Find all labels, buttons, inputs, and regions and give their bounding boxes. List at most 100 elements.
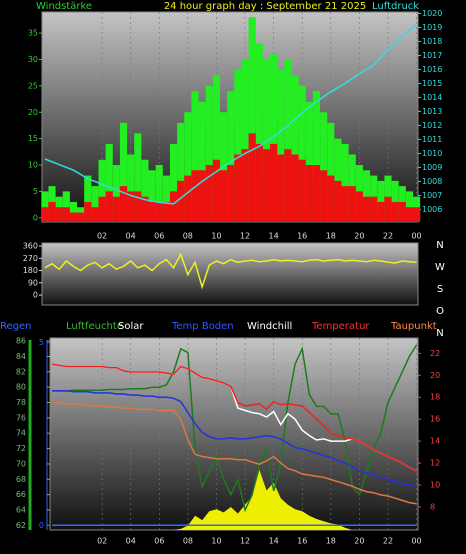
wind-bar	[227, 165, 235, 222]
y2-tick-label: 1010	[422, 149, 442, 158]
x-tick-label: 06	[154, 232, 164, 241]
x-tick-label: 14	[269, 537, 279, 546]
series-line	[51, 363, 417, 472]
y2-tick-label: 1012	[422, 121, 442, 130]
y-tick-label: 74	[16, 429, 26, 438]
wind-bar	[205, 165, 213, 222]
wind-bar	[119, 186, 128, 222]
wind-bar	[112, 196, 120, 222]
wind-bar	[84, 201, 92, 222]
wind-bar	[284, 149, 292, 222]
wind-bar	[284, 59, 292, 222]
x-tick-label: 04	[126, 537, 136, 546]
wind-bar	[277, 70, 285, 223]
legend-entry: Regen	[0, 321, 32, 332]
wind-bar	[134, 191, 142, 222]
y-tick-label: 0	[33, 213, 38, 222]
y2-tick-label: 10	[430, 481, 440, 490]
wind-bar	[41, 191, 49, 222]
wind-bar	[277, 154, 285, 222]
wind-bar	[341, 186, 349, 222]
legend-entry: Temp Boden	[171, 321, 234, 332]
wind-bar	[391, 180, 399, 222]
wind-bar	[141, 196, 149, 222]
y2-tick-label: 1011	[422, 135, 442, 144]
wind-bar	[69, 201, 78, 222]
compass-label: N	[436, 240, 443, 251]
wind-bar	[384, 196, 392, 222]
wind-bar	[91, 186, 99, 222]
compass-label: N	[436, 328, 443, 339]
wind-bar	[219, 170, 228, 222]
wind-bar	[212, 75, 220, 222]
wind-bar	[105, 143, 113, 222]
wind-bar	[370, 196, 378, 222]
wind-bar	[191, 91, 199, 223]
legend-entry: Windchill	[247, 321, 292, 332]
y2-tick-label: 1017	[422, 51, 442, 60]
y2-tick-label: 18	[430, 393, 440, 402]
wind-bar	[312, 165, 321, 222]
y-tick-label: 82	[16, 367, 26, 376]
y2-tick-label: 1013	[422, 107, 442, 116]
wind-bar	[155, 201, 163, 222]
plot-background	[49, 337, 419, 531]
wind-bar	[177, 180, 185, 222]
wind-bar	[41, 207, 49, 222]
x-tick-label: 10	[211, 537, 221, 546]
y2-tick-label: 8	[430, 502, 435, 511]
x-tick-label: 10	[211, 232, 221, 241]
wind-bar	[162, 201, 170, 222]
chart-title: 24 hour graph day : September 21 2025	[164, 1, 366, 12]
wind-bar	[184, 112, 192, 222]
wind-bar	[405, 191, 413, 222]
wind-bar	[234, 154, 242, 222]
y-tick-label: 15	[28, 134, 38, 143]
x-tick-label: 18	[326, 537, 336, 546]
y-tick-label: 80	[16, 383, 26, 392]
wind-bar	[77, 212, 85, 222]
wind-bar	[112, 165, 120, 222]
wind-bar	[169, 143, 178, 222]
plot-background	[41, 242, 419, 306]
y-tick-label: 78	[16, 398, 26, 407]
y-tick-label: 5	[33, 187, 38, 196]
y-tick-label: 62	[16, 521, 26, 530]
wind-bar	[184, 175, 192, 222]
wind-bar	[127, 191, 135, 222]
wind-bar	[234, 70, 242, 223]
wind-bar	[119, 122, 128, 222]
wind-bar	[55, 207, 63, 222]
wind-bar	[255, 143, 263, 222]
wind-bar	[305, 101, 313, 222]
wind-bar	[177, 122, 185, 222]
wind-bar	[198, 101, 206, 222]
y2-tick-label: 1018	[422, 37, 442, 46]
y2-tick-label: 1015	[422, 79, 442, 88]
wind-bar	[334, 180, 342, 222]
pressure-axis-label: Luftdruck	[372, 1, 419, 12]
wind-bar	[298, 85, 306, 222]
y-tick-label: 72	[16, 444, 26, 453]
wind-bar	[377, 201, 385, 222]
compass-label: O	[436, 306, 444, 317]
wind-bar	[362, 196, 371, 222]
y3-tick-label: 5	[39, 338, 44, 347]
legend-entry: Taupunkt	[390, 321, 437, 332]
wind-bar	[241, 149, 249, 222]
x-tick-label: 16	[297, 537, 307, 546]
wind-bar	[327, 175, 335, 222]
wind-bar	[62, 191, 70, 222]
wind-bar	[148, 201, 156, 222]
wind-bar	[405, 207, 413, 222]
y-tick-label: 30	[28, 55, 38, 64]
x-tick-label: 02	[97, 537, 107, 546]
wind-bar	[391, 201, 399, 222]
compass-label: W	[435, 262, 445, 273]
wind-bar	[320, 112, 328, 222]
x-tick-label: 00	[411, 232, 421, 241]
wind-bar	[241, 59, 249, 222]
wind-bar	[312, 91, 321, 223]
wind-bar	[341, 143, 349, 222]
